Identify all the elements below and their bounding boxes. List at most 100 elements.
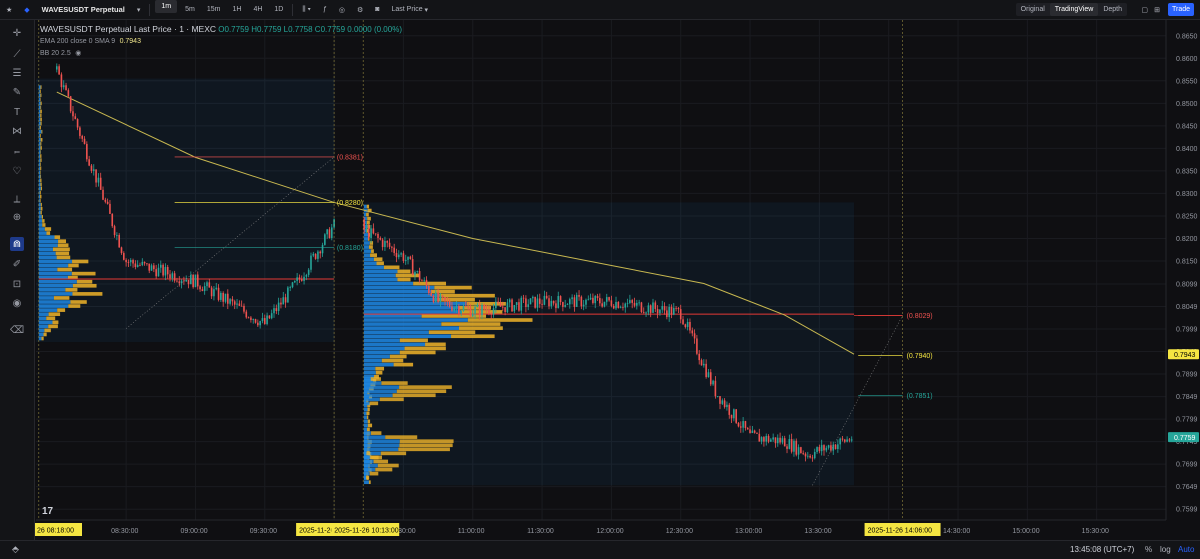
- candle-body: [76, 119, 79, 128]
- candle-body: [303, 276, 305, 281]
- trash-icon[interactable]: ⌫: [9, 324, 25, 336]
- volume-bar-buy: [38, 121, 41, 126]
- interval-group: 1m 5m 15m 1H 4H 1D: [153, 0, 289, 19]
- candle-type-icon[interactable]: ⫼ ▾: [302, 5, 311, 13]
- text-icon[interactable]: T: [13, 106, 21, 118]
- volume-bar-buy: [38, 304, 69, 308]
- candle-body: [270, 313, 273, 319]
- volume-bar-buy: [363, 297, 438, 302]
- legend-row: BB 20 2.5 ◉: [40, 47, 402, 59]
- symbol-name[interactable]: WAVESUSDT Perpetual: [41, 5, 125, 14]
- volume-bar-buy: [363, 314, 422, 318]
- eye-icon[interactable]: ◉: [75, 50, 82, 57]
- volume-bar-buy: [363, 229, 367, 233]
- candle-body: [416, 271, 419, 272]
- interval-15m[interactable]: 15m: [206, 6, 221, 13]
- heart-icon[interactable]: ♡: [12, 165, 22, 177]
- fullscreen-icon[interactable]: ▢: [1141, 6, 1148, 14]
- candle-body: [767, 435, 770, 442]
- candle-body: [92, 169, 95, 171]
- magnet-icon[interactable]: ⋒: [10, 237, 24, 251]
- price-tick-label: 0.7599: [1176, 507, 1198, 514]
- crosshair-icon[interactable]: ✛: [12, 27, 22, 39]
- candle-body: [691, 330, 694, 334]
- ema-label[interactable]: EMA 200 close 0 SMA 9: [40, 38, 116, 45]
- volume-bar-buy: [363, 326, 460, 330]
- log-toggle[interactable]: log: [1160, 545, 1171, 554]
- star-icon[interactable]: ★: [6, 6, 13, 14]
- candle-body: [585, 299, 587, 305]
- interval-1m[interactable]: 1m: [155, 0, 178, 13]
- volume-bar-buy: [38, 158, 41, 162]
- candle-body: [552, 300, 555, 304]
- zoom-in-icon[interactable]: ⊕: [12, 211, 22, 223]
- pattern-icon[interactable]: ⋈: [12, 125, 22, 137]
- lock-drawing-icon[interactable]: ✐: [12, 258, 22, 270]
- layout-icon[interactable]: ◎: [338, 6, 345, 14]
- candle-body: [615, 301, 617, 309]
- volume-bar-sell: [368, 480, 371, 485]
- interval-1d[interactable]: 1D: [274, 6, 284, 13]
- volume-bar-buy: [363, 370, 376, 375]
- volume-bar-sell: [40, 206, 43, 211]
- candle-body: [843, 439, 846, 442]
- forecast-icon[interactable]: ⫭: [14, 145, 20, 157]
- percent-toggle[interactable]: %: [1145, 545, 1153, 554]
- volume-bar-buy: [38, 219, 43, 223]
- candle-body: [508, 299, 511, 303]
- candle-body: [698, 353, 701, 361]
- lock-icon[interactable]: ⊡: [12, 278, 22, 290]
- candle-body: [693, 333, 696, 339]
- view-original[interactable]: Original: [1020, 6, 1045, 13]
- volume-bar-buy: [363, 273, 396, 278]
- volume-bar-sell: [375, 366, 385, 371]
- volume-bar-sell: [413, 281, 447, 286]
- horizontal-lines-icon[interactable]: ☰: [12, 67, 22, 79]
- legend-row: WAVESUSDT Perpetual Last Price · 1 · MEX…: [40, 24, 402, 35]
- trade-button[interactable]: Trade: [1168, 3, 1194, 16]
- volume-bar-buy: [363, 249, 372, 253]
- candle-body: [788, 439, 791, 449]
- legend-title[interactable]: WAVESUSDT Perpetual Last Price · 1 · MEX…: [40, 24, 217, 34]
- candle-body: [513, 305, 516, 312]
- trendline-icon[interactable]: ⟋: [13, 48, 21, 60]
- brush-icon[interactable]: ✎: [12, 86, 22, 98]
- volume-bar-buy: [363, 237, 369, 241]
- candle-body: [201, 289, 204, 292]
- view-tradingview[interactable]: TradingView: [1049, 3, 1099, 16]
- interval-4h[interactable]: 4H: [253, 6, 263, 13]
- candle-body: [428, 285, 430, 294]
- candle-body: [150, 265, 153, 271]
- volume-bar-sell: [41, 215, 43, 219]
- layers-icon[interactable]: ⬘: [12, 544, 19, 554]
- candle-body: [372, 228, 375, 234]
- camera-icon[interactable]: ◙: [375, 6, 380, 13]
- interval-5m[interactable]: 5m: [185, 6, 195, 13]
- volume-bar-sell: [40, 182, 42, 187]
- candle-body: [737, 422, 740, 427]
- volume-bar-buy: [38, 202, 41, 207]
- time-axis[interactable]: 08:30:0009:00:0009:30:0010:00:0010:30:00…: [34, 506, 1166, 540]
- bb-label[interactable]: BB 20 2.5: [40, 50, 71, 57]
- indicators-icon[interactable]: ƒ: [322, 6, 327, 13]
- volume-bar-buy: [363, 220, 367, 225]
- grid-layout-icon[interactable]: ⊞: [1154, 6, 1160, 14]
- ruler-icon[interactable]: ⟂: [13, 193, 21, 205]
- candle-body: [647, 305, 650, 313]
- clock-time[interactable]: 13:45:08 (UTC+7): [1070, 545, 1135, 554]
- chevron-down-icon[interactable]: ▾: [136, 6, 141, 14]
- volume-bar-buy: [38, 288, 66, 292]
- interval-1h[interactable]: 1H: [232, 6, 242, 13]
- price-axis[interactable]: 0.8650 0.8600 0.8550 0.8500 0.8450 0.8400 0.83…: [1165, 20, 1200, 520]
- volume-bar-buy: [363, 277, 398, 282]
- eye-icon[interactable]: ◉: [12, 297, 22, 309]
- price-type-select[interactable]: Last Price ▾: [391, 6, 429, 14]
- settings-icon[interactable]: ⚙: [356, 6, 364, 14]
- volume-bar-sell: [39, 89, 41, 94]
- volume-bar-buy: [363, 204, 367, 209]
- view-depth[interactable]: Depth: [1103, 6, 1122, 13]
- candle-body: [113, 226, 116, 236]
- candle-body: [624, 303, 627, 308]
- auto-toggle[interactable]: Auto: [1178, 545, 1195, 554]
